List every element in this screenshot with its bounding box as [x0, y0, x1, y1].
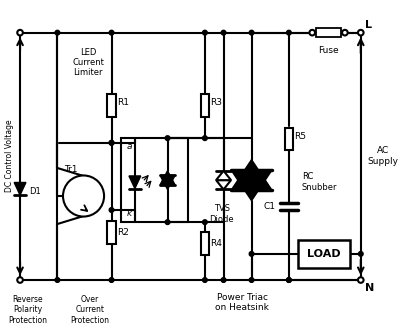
Text: TVS
Diode: TVS Diode [209, 204, 234, 224]
Polygon shape [231, 170, 272, 201]
Text: LOAD: LOAD [307, 249, 341, 259]
Text: L: L [364, 20, 372, 30]
Circle shape [63, 175, 104, 216]
Circle shape [342, 30, 348, 35]
Circle shape [202, 278, 207, 282]
Circle shape [286, 30, 291, 35]
Circle shape [109, 141, 114, 145]
Text: C1: C1 [264, 202, 276, 211]
Text: R3: R3 [210, 98, 222, 107]
Polygon shape [160, 171, 175, 185]
Text: AC
Supply: AC Supply [367, 146, 398, 166]
Polygon shape [231, 160, 272, 190]
Text: LED
Current
Limiter: LED Current Limiter [72, 48, 104, 78]
Text: R5: R5 [294, 132, 306, 141]
Circle shape [17, 30, 23, 35]
Text: D1: D1 [29, 187, 41, 196]
Polygon shape [160, 175, 175, 189]
Circle shape [358, 277, 364, 283]
Polygon shape [216, 171, 231, 180]
Bar [201, 232, 209, 255]
Circle shape [221, 278, 226, 282]
Circle shape [286, 278, 291, 282]
Circle shape [358, 30, 364, 35]
Bar [285, 128, 293, 150]
Text: R1: R1 [117, 98, 129, 107]
Polygon shape [14, 182, 26, 195]
Text: Fuse: Fuse [318, 46, 339, 55]
Circle shape [202, 30, 207, 35]
Text: RC
Snubber: RC Snubber [302, 172, 338, 192]
Circle shape [17, 277, 23, 283]
Circle shape [310, 30, 315, 35]
Circle shape [55, 30, 60, 35]
Bar [316, 28, 341, 37]
Text: R4: R4 [210, 239, 222, 248]
Circle shape [202, 136, 207, 141]
Polygon shape [129, 176, 141, 188]
Circle shape [221, 30, 226, 35]
Text: Over
Current
Protection: Over Current Protection [70, 295, 110, 325]
Circle shape [249, 30, 254, 35]
Bar [201, 94, 209, 117]
Circle shape [286, 278, 291, 282]
Text: DC Control Voltage: DC Control Voltage [5, 120, 14, 192]
Text: R2: R2 [117, 228, 129, 237]
Bar [107, 221, 116, 244]
Polygon shape [216, 180, 231, 189]
Bar [298, 240, 350, 268]
Circle shape [55, 278, 60, 282]
Circle shape [109, 30, 114, 35]
Circle shape [109, 208, 114, 212]
Circle shape [249, 278, 254, 282]
Bar [121, 138, 188, 222]
Text: Tr1: Tr1 [64, 166, 77, 174]
Circle shape [202, 220, 207, 224]
Circle shape [109, 278, 114, 282]
Text: Reverse
Polarity
Protection: Reverse Polarity Protection [8, 295, 47, 325]
Text: a: a [126, 142, 132, 151]
Circle shape [165, 136, 170, 141]
Text: N: N [364, 283, 374, 293]
Text: k: k [127, 209, 132, 218]
Text: Power Triac
on Heatsink: Power Triac on Heatsink [215, 293, 269, 312]
Circle shape [109, 141, 114, 145]
Circle shape [358, 251, 363, 256]
Circle shape [165, 220, 170, 224]
Bar [107, 94, 116, 117]
Circle shape [249, 251, 254, 256]
